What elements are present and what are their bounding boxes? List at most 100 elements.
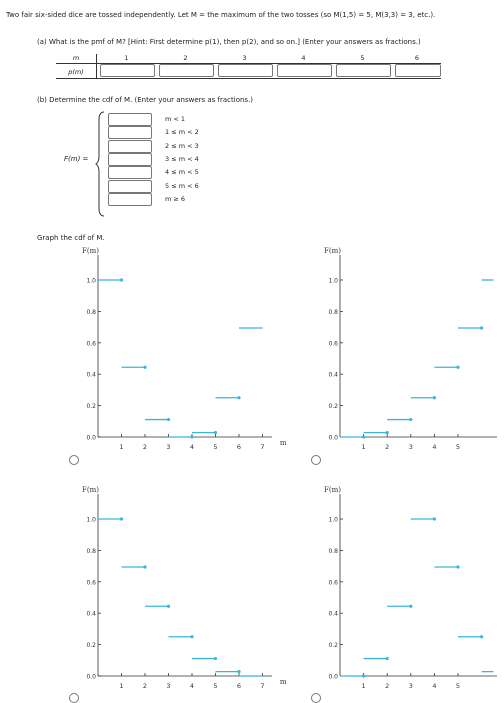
table-bottom [56,78,441,79]
x-tick-label: 5 [213,443,217,451]
step-point [237,396,241,400]
table-divider [56,63,441,64]
graph-option-a-radio[interactable] [69,455,79,465]
x-tick-label: 1 [362,443,366,451]
step-point [143,365,147,369]
pmf-input-3[interactable] [218,64,273,77]
step-point [409,417,413,422]
pmf-input-4[interactable] [277,64,332,77]
cdf-input-2[interactable] [108,126,152,140]
pmf-input-1[interactable] [100,64,155,77]
table-vdivider [96,54,97,78]
graph-option-b: F(m) 0.0 0.2 0.4 0.6 0.8 1.0 1 2 3 4 5 [324,247,497,451]
cdf-range-6: 5 ≤ m < 6 [165,181,199,190]
x-tick-label: 4 [190,682,194,690]
step-point [213,656,218,661]
x-tick-label: 1 [119,682,123,690]
x-tick-label: 4 [432,443,436,451]
pm-header: p(m) [68,68,84,76]
y-tick-label: 0.6 [86,340,96,347]
step-point [385,656,389,661]
x-tick-label: 1 [362,682,366,690]
x-tick-label: 6 [237,443,241,451]
step-point [213,431,218,435]
step-point [456,565,460,569]
x-axis-label: m [280,678,287,686]
y-tick-label: 0.4 [328,611,338,618]
pmf-input-2[interactable] [159,64,214,77]
col-3: 3 [242,54,247,62]
x-tick-label: 6 [237,682,241,690]
y-axis-label: F(m) [82,486,99,494]
part-a-prompt: (a) What is the pmf of M? [Hint: First d… [37,38,421,46]
pmf-table: m p(m) 1 2 3 4 5 6 [56,54,441,79]
cdf-range-4: 3 ≤ m < 4 [165,154,199,163]
cdf-input-6[interactable] [108,179,152,193]
y-tick-label: 1.0 [86,517,96,524]
y-tick-label: 1.0 [86,278,96,285]
x-tick-label: 7 [260,682,264,690]
y-tick-label: 0.2 [328,642,338,649]
cdf-input-7[interactable] [108,192,152,206]
graph-option-b-radio[interactable] [311,455,321,465]
y-axis-label: F(m) [324,247,341,255]
step-point [166,417,171,422]
x-tick-label: 5 [213,682,217,690]
x-tick-label: 5 [456,443,460,451]
x-tick-label: 2 [143,682,147,690]
y-tick-label: 0.6 [328,579,338,586]
y-axis-label: F(m) [82,247,99,255]
x-tick-label: 2 [385,443,389,451]
step-point [166,604,171,608]
y-tick-label: 0.8 [86,548,96,555]
y-tick-label: 0.4 [328,372,338,379]
graph-option-a: F(m) m 0.0 0.2 0.4 0.6 0.8 1.0 1 2 3 4 5 6 7 [82,247,287,451]
step-point [362,674,366,678]
x-tick-label: 2 [143,443,147,451]
col-2: 2 [183,54,188,62]
x-tick-label: 3 [409,682,413,690]
cdf-input-1[interactable] [108,113,152,126]
cdf-range-7: m ≥ 6 [165,194,186,203]
x-tick-label: 4 [432,682,436,690]
x-tick-label: 1 [119,443,123,451]
x-tick-label: 3 [166,443,170,451]
col-1: 1 [124,54,129,62]
cdf-input-3[interactable] [108,139,152,153]
y-tick-label: 0.0 [328,674,338,681]
y-tick-label: 1.0 [328,517,338,524]
step-point [119,517,124,521]
x-axis-label: m [280,439,287,447]
x-tick-label: 5 [456,682,460,690]
y-tick-label: 0.8 [328,309,338,316]
y-tick-label: 0.4 [86,372,96,379]
pmf-input-5[interactable] [336,64,391,77]
col-5: 5 [360,54,365,62]
step-point [409,604,413,608]
y-tick-label: 0.4 [86,611,96,618]
step-point [119,278,124,282]
step-point [432,396,436,400]
x-tick-label: 3 [166,682,170,690]
y-tick-label: 1.0 [328,278,338,285]
step-point [432,517,436,521]
y-tick-label: 0.6 [328,340,338,347]
y-tick-label: 0.6 [86,579,96,586]
step-point [456,365,460,369]
cdf-range-2: 1 ≤ m < 2 [165,128,199,137]
step-point [143,565,147,569]
y-tick-label: 0.0 [86,674,96,681]
pmf-input-6[interactable] [395,64,441,77]
x-tick-label: 3 [409,443,413,451]
y-tick-label: 0.2 [328,403,338,410]
cdf-brace [95,111,105,217]
step-point [480,326,484,330]
step-point [190,635,194,639]
cdf-input-5[interactable] [108,166,152,180]
y-tick-label: 0.0 [328,435,338,442]
col-6: 6 [414,54,420,62]
cdf-range-5: 4 ≤ m < 5 [165,168,199,177]
cdf-input-4[interactable] [108,152,152,166]
step-point [237,670,241,674]
y-tick-label: 0.2 [86,642,96,649]
